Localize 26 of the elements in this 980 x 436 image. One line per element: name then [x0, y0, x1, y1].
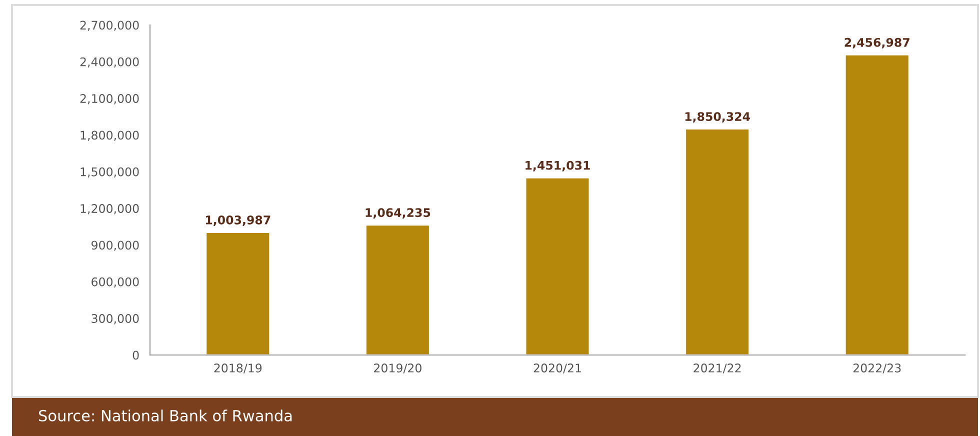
x-tick-label: 2019/20: [374, 364, 422, 374]
x-tick-label: 2018/19: [214, 364, 262, 374]
data-label: 1,850,324: [685, 112, 750, 123]
y-tick-label: 1,800,000: [80, 130, 139, 141]
source-note: Source: National Bank of Rwanda: [39, 410, 292, 422]
bar: [365, 224, 430, 355]
bar: [524, 176, 590, 355]
y-tick-label: 2,100,000: [80, 94, 139, 104]
data-label: 2,456,987: [844, 38, 910, 48]
bar: [844, 54, 910, 355]
y-tick-label: 1,500,000: [80, 167, 139, 178]
y-tick-label: 2,700,000: [80, 20, 139, 31]
y-tick-label: 300,000: [92, 314, 139, 324]
x-tick-label: 2020/21: [534, 364, 581, 374]
y-tick-label: 600,000: [92, 277, 139, 288]
data-label: 1,064,235: [366, 208, 430, 219]
y-tick-label: 0: [132, 350, 139, 360]
bar: [684, 128, 750, 355]
x-tick-label: 2021/22: [694, 364, 741, 374]
x-tick-label: 2022/23: [853, 364, 901, 374]
y-tick-label: 900,000: [92, 240, 139, 251]
y-tick-label: 2,400,000: [80, 57, 139, 68]
y-tick-label: 1,200,000: [80, 204, 139, 214]
data-label: 1,003,987: [206, 216, 270, 226]
bar: [205, 232, 271, 355]
data-label: 1,451,031: [526, 160, 590, 172]
